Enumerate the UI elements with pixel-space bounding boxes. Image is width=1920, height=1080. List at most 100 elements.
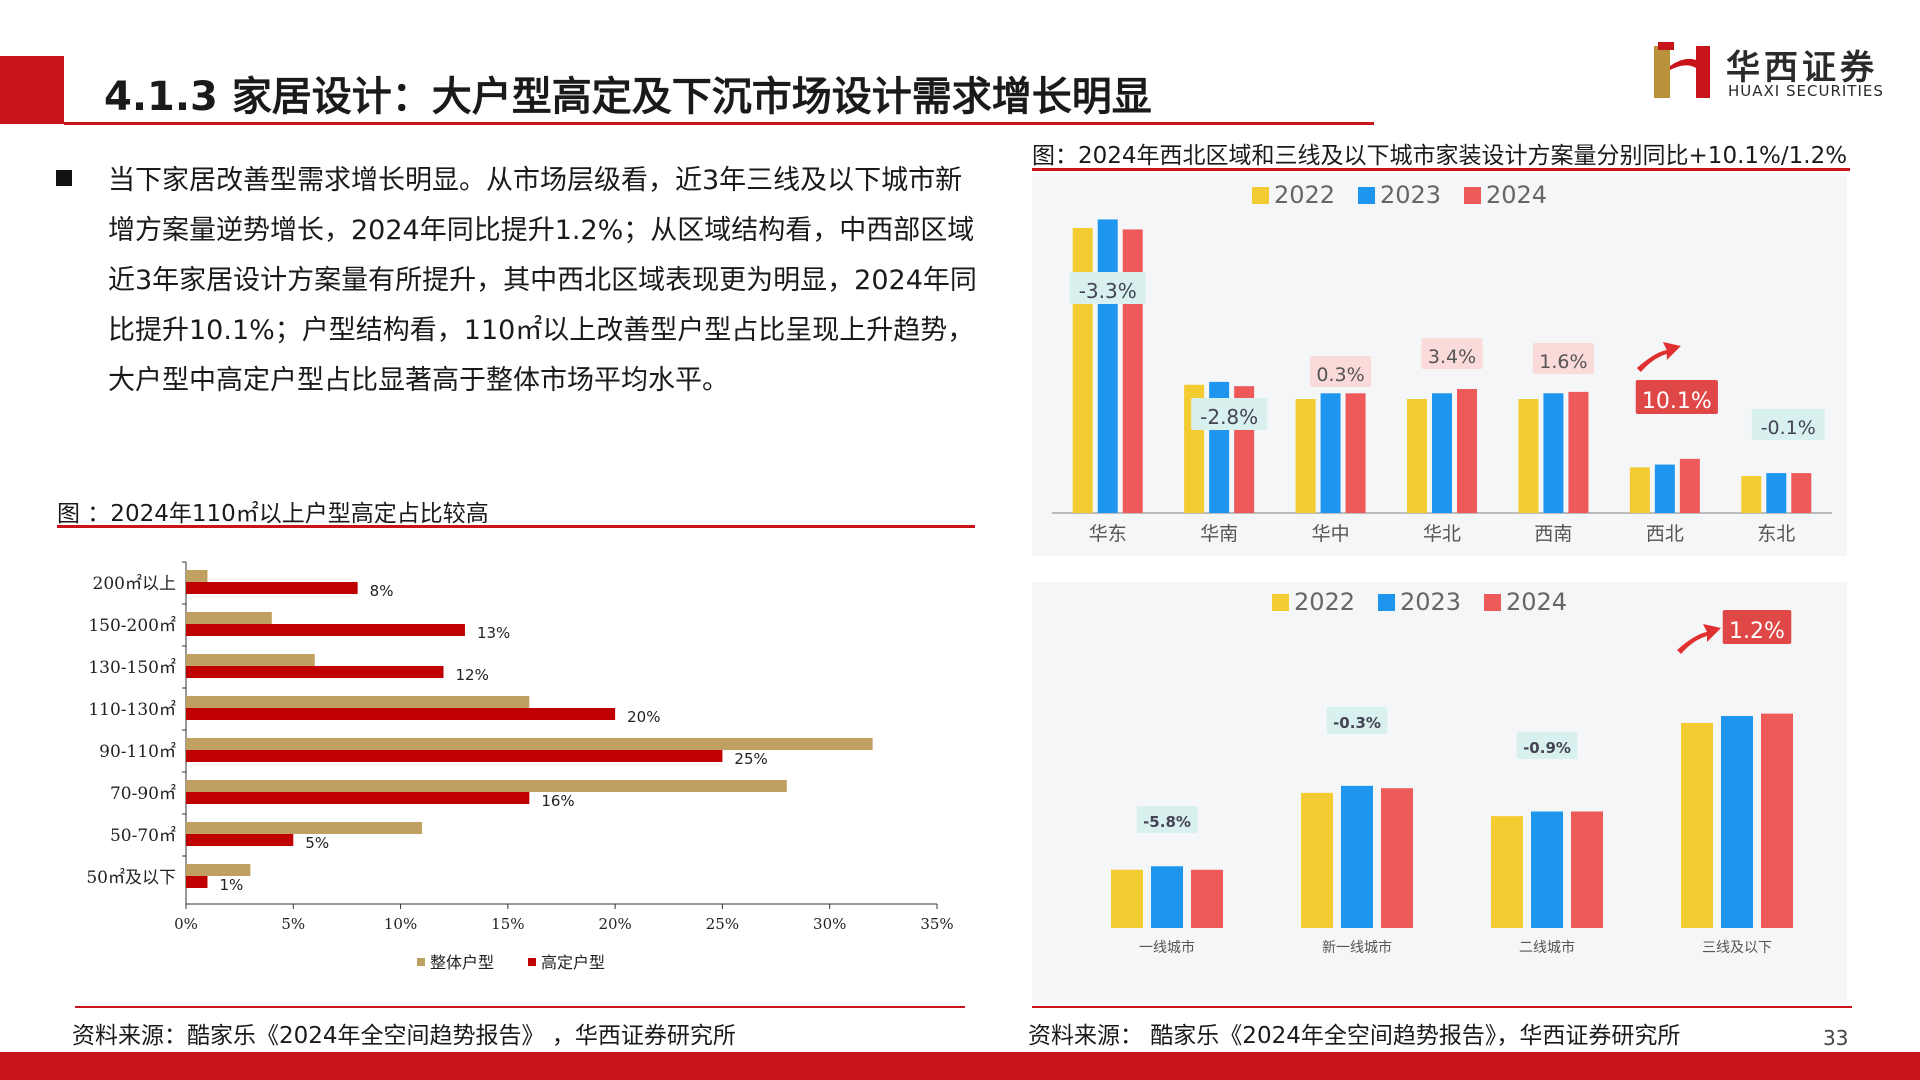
category-label: 70-90㎡	[110, 784, 176, 804]
annotation-box	[1191, 398, 1268, 430]
category-label: 90-110㎡	[99, 742, 176, 762]
x-tick-label: 30%	[813, 915, 846, 933]
bar-2023	[1432, 393, 1452, 513]
bar-2024	[1761, 713, 1793, 928]
category-label: 华东	[1089, 523, 1127, 545]
legend-label: 2024	[1506, 588, 1567, 616]
growth-annotation: -2.8%	[1200, 405, 1258, 429]
category-label: 50-70㎡	[110, 826, 176, 846]
bullet-marker	[56, 170, 72, 186]
title-accent-block	[0, 56, 64, 124]
title-underline	[64, 122, 1374, 125]
left-chart-source: 资料来源：酷家乐《2024年全空间趋势报告》 ，华西证券研究所	[72, 1023, 736, 1049]
bar-2022	[1295, 399, 1316, 513]
growth-annotation: 0.3%	[1316, 364, 1364, 386]
bar-overall	[186, 570, 208, 582]
bar-2023	[1151, 866, 1183, 928]
up-arrow-icon	[1677, 624, 1721, 654]
category-label: 130-150㎡	[88, 658, 176, 678]
x-tick-label: 15%	[491, 915, 524, 933]
data-label: 13%	[477, 624, 510, 642]
bar-2022	[1681, 722, 1713, 928]
bar-2023	[1341, 785, 1373, 928]
logo-text-cn: 华西证券	[1726, 48, 1878, 88]
bar-2024	[1457, 389, 1477, 513]
bar-2023	[1531, 811, 1563, 928]
right-caption-underline	[1032, 168, 1850, 171]
annotation-box	[1722, 610, 1792, 644]
bar-2022	[1629, 467, 1650, 513]
legend-label: 2022	[1274, 181, 1335, 209]
bar-2022	[1518, 399, 1539, 513]
growth-annotation: -5.8%	[1143, 813, 1191, 831]
bar-2024	[1568, 391, 1589, 513]
left-bar-chart: 200㎡以上 8% 150-200㎡ 13% 130-150㎡ 12% 110-130㎡ 20…	[86, 561, 954, 972]
category-label: 东北	[1757, 523, 1795, 545]
x-tick-label: 5%	[281, 915, 305, 933]
huaxi-logo-icon	[1654, 42, 1710, 98]
bar-overall	[186, 864, 251, 876]
right-source-rule	[1032, 1006, 1852, 1008]
bar-2023	[1320, 393, 1341, 513]
annotation-box	[1069, 272, 1146, 304]
growth-annotation: 3.4%	[1428, 346, 1476, 368]
data-label: 25%	[734, 750, 767, 768]
category-label: 华中	[1312, 523, 1350, 545]
data-label: 12%	[455, 666, 488, 684]
legend-label: 2024	[1486, 181, 1547, 209]
bar-2022	[1407, 399, 1427, 513]
growth-annotation: -0.9%	[1523, 739, 1571, 757]
legend-label: 高定户型	[541, 953, 605, 972]
data-label: 20%	[627, 708, 660, 726]
data-label: 1%	[219, 876, 243, 894]
category-label: 三线及以下	[1702, 940, 1772, 956]
bar-2023	[1097, 219, 1118, 513]
annotation-box	[1751, 409, 1825, 440]
bullet-paragraph: 当下家居改善型需求增长明显。从市场层级看，近3年三线及以下城市新增方案量逆势增长…	[108, 165, 977, 396]
x-tick-label: 35%	[920, 915, 953, 933]
legend-swatch	[1378, 594, 1395, 611]
x-tick-label: 10%	[384, 915, 417, 933]
footer-bar	[0, 1052, 1920, 1080]
page-title: 4.1.3 家居设计：大户型高定及下沉市场设计需求增长明显	[104, 74, 1152, 120]
legend-label: 整体户型	[430, 953, 494, 972]
annotation-box	[1421, 338, 1483, 369]
bar-overall	[186, 696, 530, 708]
up-arrow-icon	[1636, 342, 1681, 372]
bar-custom	[186, 624, 465, 636]
legend-swatch	[528, 958, 536, 966]
annotation-box	[1532, 343, 1594, 374]
bar-2024	[1345, 393, 1366, 513]
category-label: 150-200㎡	[88, 616, 176, 636]
data-label: 5%	[305, 834, 329, 852]
x-tick-label: 25%	[706, 915, 739, 933]
bar-2022	[1741, 475, 1762, 513]
legend-swatch	[1464, 187, 1481, 204]
category-label: 一线城市	[1139, 939, 1195, 956]
growth-annotation: 1.6%	[1539, 351, 1587, 373]
data-label: 8%	[370, 582, 394, 600]
bar-overall	[186, 822, 423, 834]
bar-overall	[186, 738, 873, 750]
page-number: 33	[1823, 1026, 1849, 1050]
bar-2024	[1679, 458, 1700, 513]
growth-annotation: -0.3%	[1333, 714, 1381, 732]
bar-2023	[1721, 715, 1753, 928]
legend-label: 2022	[1294, 588, 1355, 616]
bar-2023	[1654, 464, 1675, 513]
bar-2022	[1111, 869, 1143, 928]
legend-label: 2023	[1400, 588, 1461, 616]
bar-custom	[186, 792, 530, 804]
x-tick-label: 20%	[598, 915, 631, 933]
bar-custom	[186, 666, 444, 678]
growth-annotation: -3.3%	[1079, 279, 1137, 303]
growth-annotation: 10.1%	[1642, 389, 1712, 414]
x-tick-label: 0%	[174, 915, 198, 933]
city-tier-bar-chart: 2022 2023 2024 一线城市 -5.8% 新一线城市 -0.3% 二线城市 -0.9%…	[1111, 588, 1793, 956]
annotation-box	[1136, 806, 1198, 833]
bar-2024	[1191, 869, 1223, 928]
right-chart-caption: 图：2024年西北区域和三线及以下城市家装设计方案量分别同比+10.1%/1.2…	[1032, 143, 1848, 169]
annotation-box	[1516, 732, 1578, 759]
category-label: 华北	[1423, 523, 1461, 545]
legend-swatch	[1484, 594, 1501, 611]
